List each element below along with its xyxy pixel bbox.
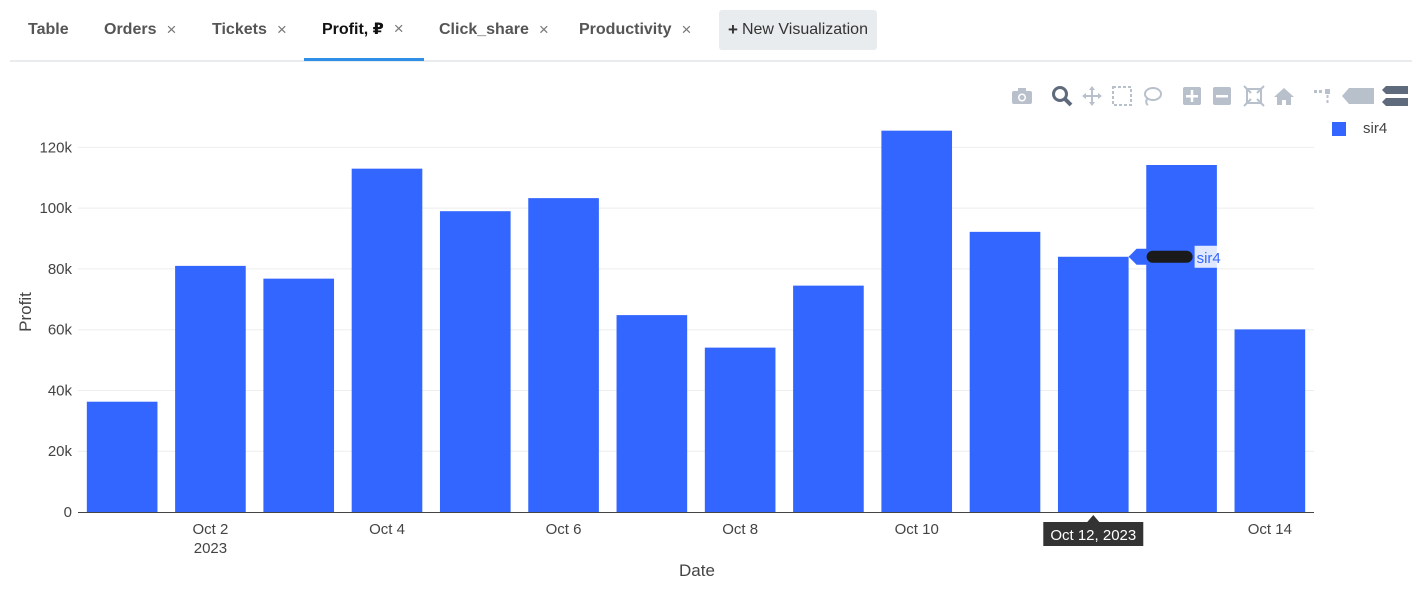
bar[interactable] — [704, 347, 776, 512]
hover-compare-icon[interactable] — [1380, 84, 1410, 108]
y-tick-label: 20k — [48, 443, 73, 460]
close-icon[interactable]: × — [393, 19, 404, 38]
bar[interactable] — [793, 285, 864, 512]
hover-series-name: sir4 — [1197, 250, 1221, 267]
bar[interactable] — [528, 198, 599, 512]
hover-closest-icon[interactable] — [1340, 84, 1376, 108]
tab-click-share[interactable]: Click_share × — [439, 0, 549, 60]
x-tick-label: Oct 6 — [546, 521, 582, 538]
reset-axes-icon[interactable] — [1272, 84, 1296, 108]
zoom-icon[interactable] — [1050, 84, 1074, 108]
x-hover-label-box — [1043, 515, 1144, 546]
legend-swatch — [1332, 121, 1346, 136]
bar[interactable] — [881, 130, 953, 512]
bar[interactable] — [1057, 256, 1129, 512]
bar[interactable] — [175, 265, 246, 512]
camera-icon[interactable] — [1010, 84, 1034, 108]
new-visualization-button[interactable]: + New Visualization — [719, 10, 877, 50]
bar[interactable] — [86, 401, 158, 512]
plus-icon: + — [728, 20, 738, 39]
y-tick-label: 120k — [39, 139, 72, 156]
bar[interactable] — [1146, 165, 1217, 512]
x-tick-label: Oct 14 — [1248, 521, 1292, 538]
x-hover-label: Oct 12, 2023 — [1050, 527, 1136, 544]
x-tick-label: Oct 10 — [895, 521, 939, 538]
chart-legend[interactable]: sir4 — [1332, 120, 1387, 137]
x-tick-label: Oct 4 — [369, 521, 405, 538]
tab-profit[interactable]: Profit, ₽ × — [304, 0, 424, 61]
tab-label: Orders — [104, 21, 157, 38]
tab-tickets[interactable]: Tickets × — [212, 0, 287, 60]
autoscale-icon[interactable] — [1242, 84, 1266, 108]
tab-orders[interactable]: Orders × — [104, 0, 176, 60]
tab-label: Tickets — [212, 21, 267, 38]
y-tick-label: 40k — [48, 382, 73, 399]
hover-value-mask — [1146, 250, 1193, 263]
zoom-out-icon[interactable] — [1210, 84, 1234, 108]
close-icon[interactable]: × — [166, 20, 177, 39]
pan-icon[interactable] — [1080, 84, 1104, 108]
tab-productivity[interactable]: Productivity × — [579, 0, 691, 60]
legend-label: sir4 — [1363, 120, 1388, 137]
bar[interactable] — [1234, 329, 1306, 512]
x-tick-label: Oct 2 — [192, 521, 228, 538]
lasso-select-icon[interactable] — [1140, 84, 1164, 108]
visualization-tabs: Table Orders × Tickets × Profit, ₽ × Click_shar… — [10, 0, 1412, 62]
tab-label: Productivity — [579, 21, 672, 38]
bar[interactable] — [263, 278, 335, 512]
close-icon[interactable]: × — [276, 20, 287, 39]
hover-label-name-bg — [1194, 245, 1225, 268]
y-axis-title: Profit — [16, 292, 35, 332]
toggle-spike-lines-icon[interactable] — [1310, 84, 1334, 108]
x-axis-title: Date — [679, 561, 715, 580]
y-tick-label: 0 — [64, 504, 72, 521]
close-icon[interactable]: × — [681, 20, 692, 39]
bar[interactable] — [616, 315, 688, 512]
box-select-icon[interactable] — [1110, 84, 1134, 108]
x-tick-label: 2023 — [194, 540, 227, 557]
tab-label: Table — [28, 21, 69, 38]
bar[interactable] — [969, 231, 1041, 512]
close-icon[interactable]: × — [538, 20, 549, 39]
y-tick-label: 80k — [48, 261, 73, 278]
y-tick-label: 60k — [48, 322, 73, 339]
tab-table[interactable]: Table — [28, 0, 69, 60]
new-visualization-label: New Visualization — [741, 21, 868, 38]
bar[interactable] — [439, 211, 511, 512]
x-tick-label: Oct 8 — [722, 521, 758, 538]
y-tick-label: 100k — [39, 200, 72, 217]
zoom-in-icon[interactable] — [1180, 84, 1204, 108]
tab-label: Profit, ₽ — [322, 21, 384, 38]
bar[interactable] — [351, 168, 423, 512]
tab-label: Click_share — [439, 21, 529, 38]
